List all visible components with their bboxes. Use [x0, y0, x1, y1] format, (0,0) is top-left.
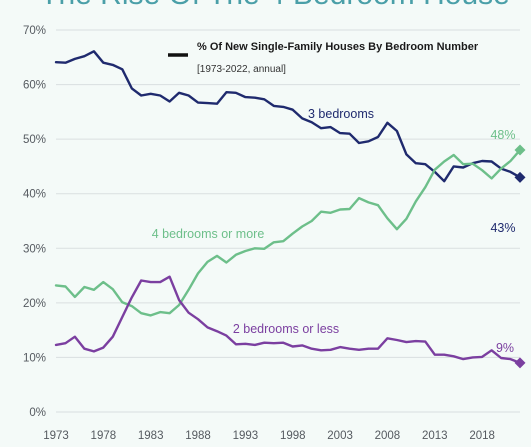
axes: 0% 10% 20% 30% 40% 50% 60% 70% 1973 1978 1983 1988 1… — [23, 25, 495, 442]
series-labels: 3 bedrooms 43% 4 bedrooms or more 48% 2 bedr… — [152, 107, 516, 355]
series-line-4-bedrooms-or-more — [54, 148, 522, 317]
end-value-label-2-bedrooms-or-less: 9% — [496, 341, 514, 355]
y-tick-label: 30% — [23, 243, 46, 255]
legend: % Of New Single-Family Houses By Bedroom… — [168, 41, 479, 75]
chart-title: The Rise Of The 4 Bedroom House — [40, 0, 510, 11]
end-marker-2-bedrooms-or-less — [514, 357, 526, 369]
y-tick-label: 20% — [23, 298, 46, 310]
x-tick-label: 2008 — [375, 430, 401, 442]
x-tick-label: 1988 — [185, 430, 211, 442]
x-tick-label: 2003 — [327, 430, 353, 442]
y-tick-label: 70% — [23, 25, 46, 37]
x-tick-label: 1973 — [43, 430, 69, 442]
y-tick-label: 60% — [23, 80, 46, 92]
x-tick-label: 1983 — [138, 430, 164, 442]
series-line-3-bedrooms — [54, 50, 522, 183]
x-tick-label: 2013 — [422, 430, 448, 442]
end-marker-4-bedrooms-or-more — [514, 144, 526, 156]
y-tick-label: 40% — [23, 189, 46, 201]
end-value-label-3-bedrooms: 43% — [490, 221, 515, 235]
series-line-2-bedrooms-or-less — [54, 275, 522, 365]
x-tick-label: 1998 — [280, 430, 306, 442]
grid — [56, 29, 520, 413]
legend-title: % Of New Single-Family Houses By Bedroom… — [197, 41, 479, 53]
legend-subtitle: [1973-2022, annual] — [197, 64, 286, 75]
y-tick-label: 0% — [29, 407, 46, 419]
y-tick-label: 10% — [23, 352, 46, 364]
series-lines — [54, 50, 526, 369]
end-marker-3-bedrooms — [514, 171, 526, 183]
series-label-3-bedrooms: 3 bedrooms — [308, 107, 374, 121]
series-label-2-bedrooms-or-less: 2 bedrooms or less — [233, 322, 339, 336]
end-value-label-4-bedrooms-or-more: 48% — [490, 128, 515, 142]
y-tick-label: 50% — [23, 134, 46, 146]
x-tick-label: 1993 — [233, 430, 259, 442]
x-tick-label: 1978 — [91, 430, 117, 442]
series-label-4-bedrooms-or-more: 4 bedrooms or more — [152, 227, 265, 241]
x-tick-label: 2018 — [469, 430, 495, 442]
